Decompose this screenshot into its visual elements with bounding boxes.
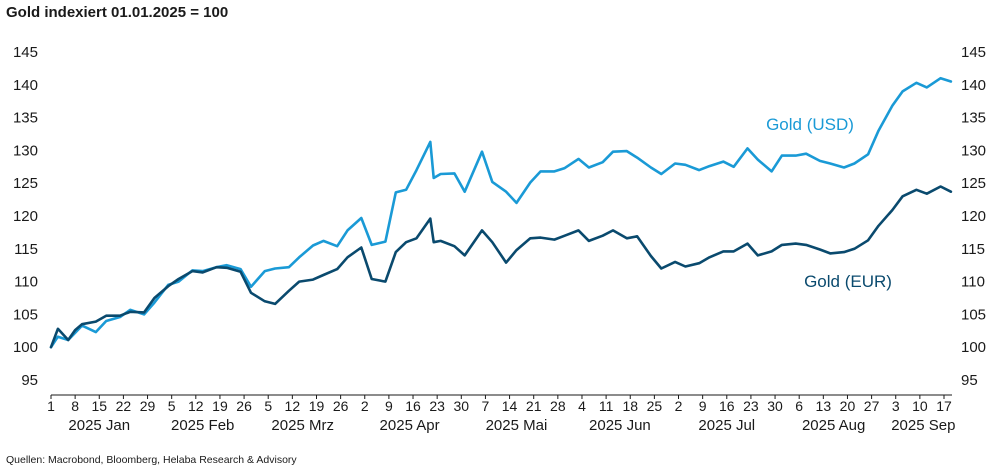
x-tick-label: 16 [405,398,421,414]
series-label-gold-usd: Gold (USD) [766,115,854,134]
x-tick-label: 14 [502,398,518,414]
x-tick-label: 19 [212,398,228,414]
x-tick-label: 26 [333,398,349,414]
x-tick-label: 12 [188,398,204,414]
x-tick-label: 20 [840,398,856,414]
x-month-label: 2025 Apr [380,417,440,434]
y-tick-label-left: 120 [13,208,38,225]
x-tick-label: 26 [236,398,252,414]
x-tick-label: 29 [140,398,156,414]
x-tick-label: 10 [912,398,928,414]
x-tick-label: 23 [743,398,759,414]
series-line-gold-eur [49,185,953,349]
x-tick-label: 12 [285,398,301,414]
y-tick-label-right: 125 [961,175,986,192]
x-month-label: 2025 Jan [68,417,130,434]
x-tick-label: 13 [816,398,832,414]
x-tick-label: 5 [168,398,176,414]
x-tick-label: 1 [47,398,55,414]
x-tick-label: 30 [454,398,470,414]
y-tick-label-right: 105 [961,306,986,323]
y-tick-label-left: 140 [13,77,38,94]
x-tick-label: 21 [526,398,542,414]
y-tick-label-left: 145 [13,44,38,61]
x-month-label: 2025 Jul [698,417,755,434]
x-tick-label: 9 [385,398,393,414]
x-month-label: 2025 Aug [802,417,865,434]
x-tick-label: 23 [429,398,445,414]
x-tick-label: 18 [622,398,638,414]
y-tick-label-left: 135 [13,110,38,127]
y-tick-label-left: 130 [13,142,38,159]
y-tick-label-right: 110 [961,274,985,291]
x-tick-label: 15 [91,398,107,414]
series-label-gold-eur: Gold (EUR) [804,272,892,291]
x-month-label: 2025 Sep [891,417,955,434]
x-month-label: 2025 Feb [171,417,234,434]
y-axis-right: 95 100 105 110 115 120 125 130 135 140 145 [961,44,986,389]
y-tick-label-right: 145 [961,44,986,61]
x-tick-label: 28 [550,398,566,414]
source-note: Quellen: Macrobond, Bloomberg, Helaba Re… [6,454,297,466]
x-month-label: 2025 Mai [486,417,548,434]
x-month-label: 2025 Mrz [271,417,334,434]
y-tick-label-right: 140 [961,77,986,94]
x-tick-label: 25 [647,398,663,414]
chart-title: Gold indexiert 01.01.2025 = 100 [6,4,229,21]
x-tick-label: 17 [936,398,952,414]
x-axis-month-labels: 2025 Jan 2025 Feb 2025 Mrz 2025 Apr 2025 Mai… [68,417,955,434]
x-tick-label: 3 [892,398,900,414]
y-tick-label-right: 95 [961,372,978,389]
x-tick-label: 11 [599,398,614,414]
x-tick-label: 2 [675,398,683,414]
series-labels: Gold (USD) Gold (EUR) [766,115,892,291]
x-month-label: 2025 Jun [589,417,651,434]
x-tick-label: 2 [361,398,369,414]
x-tick-label: 6 [795,398,803,414]
y-tick-label-left: 105 [13,306,38,323]
y-axis-left: 95 100 105 110 115 120 125 130 135 140 145 [13,44,38,389]
x-tick-label: 22 [116,398,132,414]
y-tick-label-left: 110 [14,274,38,291]
series-lines [49,76,953,349]
y-tick-label-left: 115 [14,241,38,258]
x-tick-label: 5 [264,398,272,414]
y-tick-label-right: 130 [961,142,986,159]
y-tick-label-right: 100 [961,339,986,356]
y-tick-label-right: 120 [961,208,986,225]
x-tick-label: 16 [719,398,735,414]
x-tick-label: 7 [482,398,490,414]
y-tick-label-left: 125 [13,175,38,192]
x-tick-label: 19 [309,398,325,414]
x-tick-label: 9 [699,398,707,414]
y-tick-label-left: 100 [13,339,38,356]
y-tick-label-left: 95 [21,372,38,389]
y-tick-label-right: 115 [961,241,985,258]
x-tick-label: 4 [578,398,586,414]
x-axis-day-labels: 1 8 15 22 29 5 12 19 26 5 12 19 26 2 9 16 23 30 7 14 21 28 4 11… [47,395,952,414]
x-tick-label: 30 [767,398,783,414]
x-tick-label: 27 [864,398,880,414]
x-tick-label: 8 [71,398,79,414]
y-tick-label-right: 135 [961,110,986,127]
